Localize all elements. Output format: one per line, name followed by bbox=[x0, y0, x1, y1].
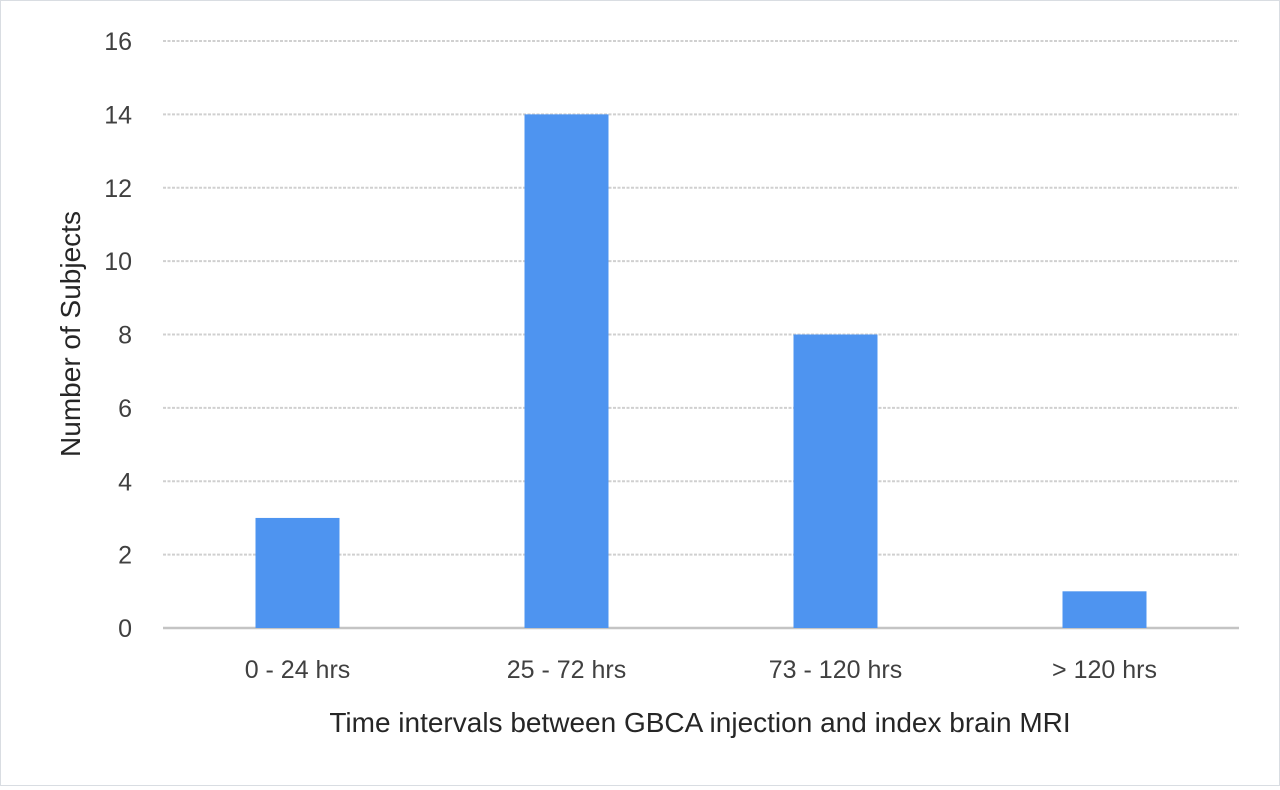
bar bbox=[255, 517, 340, 628]
bar bbox=[524, 114, 609, 628]
x-axis-ticks: 0 - 24 hrs 25 - 72 hrs 73 - 120 hrs > 120 h… bbox=[245, 656, 1157, 684]
x-tick-label: 0 - 24 hrs bbox=[245, 656, 351, 684]
bar bbox=[793, 334, 878, 628]
bars bbox=[255, 114, 1147, 628]
y-tick-label: 4 bbox=[118, 468, 132, 496]
y-tick-label: 0 bbox=[118, 615, 132, 643]
y-tick-label: 14 bbox=[104, 101, 132, 129]
y-axis-ticks: 0 2 4 6 8 10 12 14 16 bbox=[104, 28, 132, 643]
x-axis-title: Time intervals between GBCA injection an… bbox=[329, 707, 1070, 738]
x-tick-label: 73 - 120 hrs bbox=[769, 656, 902, 684]
y-tick-label: 6 bbox=[118, 395, 132, 423]
y-tick-label: 12 bbox=[104, 175, 132, 203]
bar bbox=[1062, 591, 1147, 628]
y-tick-label: 8 bbox=[118, 322, 132, 350]
x-tick-label: 25 - 72 hrs bbox=[507, 656, 627, 684]
y-tick-label: 16 bbox=[104, 28, 132, 56]
y-tick-label: 10 bbox=[104, 248, 132, 276]
x-tick-label: > 120 hrs bbox=[1052, 656, 1157, 684]
gridlines bbox=[163, 40, 1239, 630]
y-axis-title: Number of Subjects bbox=[55, 211, 86, 457]
y-tick-label: 2 bbox=[118, 542, 132, 570]
